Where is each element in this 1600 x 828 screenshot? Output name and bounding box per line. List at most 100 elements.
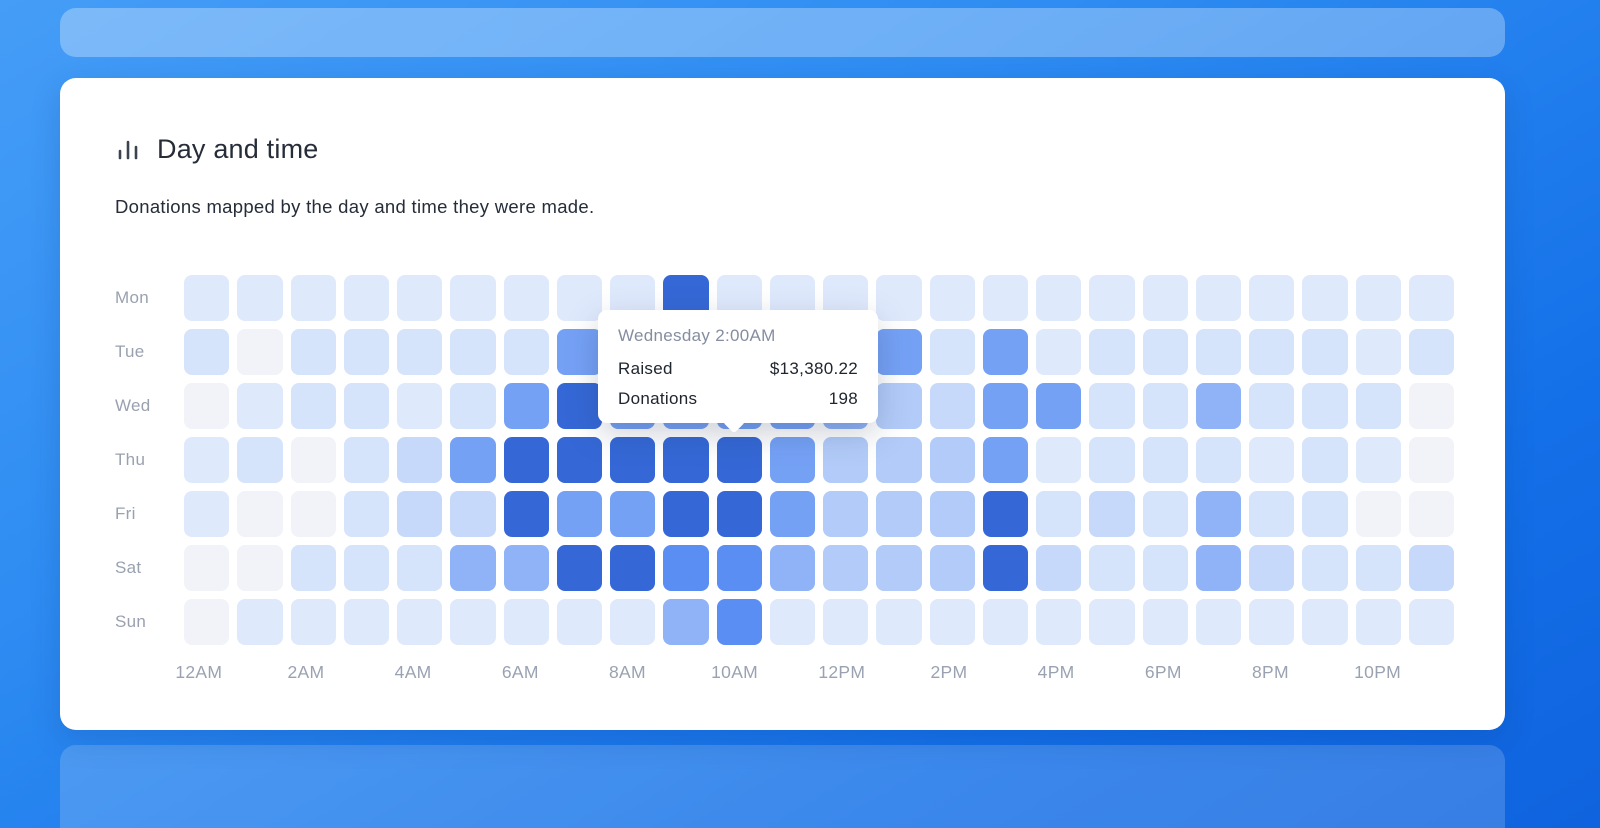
heatmap-cell-wed-h18[interactable] <box>1142 383 1188 429</box>
heatmap-cell-sat-h20[interactable] <box>1249 545 1295 591</box>
heatmap-cell-sun-h13[interactable] <box>876 599 922 645</box>
heatmap-cell-sat-h12[interactable] <box>823 545 869 591</box>
heatmap-cell-thu-h20[interactable] <box>1249 437 1295 483</box>
heatmap-cell-sun-h23[interactable] <box>1408 599 1454 645</box>
heatmap-cell-fri-h18[interactable] <box>1142 491 1188 537</box>
heatmap-cell-fri-h9[interactable] <box>663 491 709 537</box>
heatmap-cell-mon-h16[interactable] <box>1036 275 1082 321</box>
heatmap-cell-thu-h1[interactable] <box>237 437 283 483</box>
heatmap-cell-wed-h22[interactable] <box>1355 383 1401 429</box>
heatmap-cell-fri-h7[interactable] <box>556 491 602 537</box>
heatmap-cell-sun-h12[interactable] <box>823 599 869 645</box>
heatmap-cell-wed-h15[interactable] <box>982 383 1028 429</box>
heatmap-cell-tue-h7[interactable] <box>556 329 602 375</box>
heatmap-cell-sat-h16[interactable] <box>1036 545 1082 591</box>
heatmap-cell-thu-h4[interactable] <box>397 437 443 483</box>
heatmap-cell-tue-h0[interactable] <box>184 329 230 375</box>
heatmap-cell-thu-h2[interactable] <box>290 437 336 483</box>
heatmap-cell-sun-h17[interactable] <box>1089 599 1135 645</box>
heatmap-cell-thu-h23[interactable] <box>1408 437 1454 483</box>
heatmap-cell-thu-h3[interactable] <box>343 437 389 483</box>
heatmap-cell-sun-h14[interactable] <box>929 599 975 645</box>
heatmap-cell-wed-h23[interactable] <box>1408 383 1454 429</box>
heatmap-cell-thu-h11[interactable] <box>769 437 815 483</box>
heatmap-cell-fri-h12[interactable] <box>823 491 869 537</box>
heatmap-cell-sat-h4[interactable] <box>397 545 443 591</box>
heatmap-cell-wed-h16[interactable] <box>1036 383 1082 429</box>
heatmap-cell-fri-h17[interactable] <box>1089 491 1135 537</box>
heatmap-cell-sun-h5[interactable] <box>450 599 496 645</box>
heatmap-cell-thu-h5[interactable] <box>450 437 496 483</box>
heatmap-cell-mon-h21[interactable] <box>1302 275 1348 321</box>
heatmap-cell-mon-h20[interactable] <box>1249 275 1295 321</box>
heatmap-cell-fri-h8[interactable] <box>610 491 656 537</box>
heatmap-cell-mon-h22[interactable] <box>1355 275 1401 321</box>
heatmap-cell-tue-h6[interactable] <box>503 329 549 375</box>
heatmap-cell-wed-h13[interactable] <box>876 383 922 429</box>
heatmap-cell-sun-h8[interactable] <box>610 599 656 645</box>
heatmap-cell-thu-h8[interactable] <box>610 437 656 483</box>
heatmap-cell-sun-h22[interactable] <box>1355 599 1401 645</box>
heatmap-cell-sat-h3[interactable] <box>343 545 389 591</box>
heatmap-cell-tue-h23[interactable] <box>1408 329 1454 375</box>
heatmap-cell-mon-h4[interactable] <box>397 275 443 321</box>
heatmap-cell-sun-h2[interactable] <box>290 599 336 645</box>
heatmap-cell-wed-h0[interactable] <box>184 383 230 429</box>
heatmap-cell-fri-h14[interactable] <box>929 491 975 537</box>
heatmap-cell-tue-h18[interactable] <box>1142 329 1188 375</box>
heatmap-cell-sun-h4[interactable] <box>397 599 443 645</box>
heatmap-cell-wed-h1[interactable] <box>237 383 283 429</box>
heatmap-cell-fri-h1[interactable] <box>237 491 283 537</box>
heatmap-cell-sun-h19[interactable] <box>1195 599 1241 645</box>
heatmap-cell-sat-h23[interactable] <box>1408 545 1454 591</box>
heatmap-cell-mon-h1[interactable] <box>237 275 283 321</box>
heatmap-cell-sat-h18[interactable] <box>1142 545 1188 591</box>
heatmap-cell-wed-h6[interactable] <box>503 383 549 429</box>
heatmap-cell-tue-h5[interactable] <box>450 329 496 375</box>
heatmap-cell-tue-h15[interactable] <box>982 329 1028 375</box>
heatmap-cell-wed-h17[interactable] <box>1089 383 1135 429</box>
heatmap-cell-fri-h10[interactable] <box>716 491 762 537</box>
heatmap-cell-sun-h1[interactable] <box>237 599 283 645</box>
heatmap-cell-mon-h3[interactable] <box>343 275 389 321</box>
heatmap-cell-fri-h23[interactable] <box>1408 491 1454 537</box>
heatmap-cell-sun-h15[interactable] <box>982 599 1028 645</box>
heatmap-cell-thu-h6[interactable] <box>503 437 549 483</box>
heatmap-cell-wed-h20[interactable] <box>1249 383 1295 429</box>
heatmap-cell-sat-h8[interactable] <box>610 545 656 591</box>
heatmap-cell-sun-h16[interactable] <box>1036 599 1082 645</box>
heatmap-cell-tue-h4[interactable] <box>397 329 443 375</box>
heatmap-cell-thu-h12[interactable] <box>823 437 869 483</box>
heatmap-cell-wed-h4[interactable] <box>397 383 443 429</box>
heatmap-cell-mon-h0[interactable] <box>184 275 230 321</box>
heatmap-cell-fri-h3[interactable] <box>343 491 389 537</box>
heatmap-cell-sat-h11[interactable] <box>769 545 815 591</box>
heatmap-cell-sun-h6[interactable] <box>503 599 549 645</box>
heatmap-cell-mon-h7[interactable] <box>556 275 602 321</box>
heatmap-cell-wed-h14[interactable] <box>929 383 975 429</box>
heatmap-cell-sun-h18[interactable] <box>1142 599 1188 645</box>
heatmap-cell-fri-h19[interactable] <box>1195 491 1241 537</box>
heatmap-cell-wed-h7[interactable] <box>556 383 602 429</box>
heatmap-cell-sat-h13[interactable] <box>876 545 922 591</box>
heatmap-cell-thu-h18[interactable] <box>1142 437 1188 483</box>
heatmap-cell-fri-h21[interactable] <box>1302 491 1348 537</box>
heatmap-cell-sun-h10[interactable] <box>716 599 762 645</box>
heatmap-cell-mon-h5[interactable] <box>450 275 496 321</box>
heatmap-cell-sun-h11[interactable] <box>769 599 815 645</box>
heatmap-cell-sat-h22[interactable] <box>1355 545 1401 591</box>
heatmap-cell-fri-h15[interactable] <box>982 491 1028 537</box>
heatmap-cell-sat-h2[interactable] <box>290 545 336 591</box>
heatmap-cell-fri-h11[interactable] <box>769 491 815 537</box>
heatmap-cell-thu-h17[interactable] <box>1089 437 1135 483</box>
heatmap-cell-sun-h9[interactable] <box>663 599 709 645</box>
heatmap-cell-thu-h0[interactable] <box>184 437 230 483</box>
heatmap-cell-sat-h0[interactable] <box>184 545 230 591</box>
heatmap-cell-mon-h18[interactable] <box>1142 275 1188 321</box>
heatmap-cell-thu-h16[interactable] <box>1036 437 1082 483</box>
heatmap-cell-thu-h14[interactable] <box>929 437 975 483</box>
heatmap-cell-wed-h19[interactable] <box>1195 383 1241 429</box>
heatmap-cell-wed-h21[interactable] <box>1302 383 1348 429</box>
heatmap-cell-sun-h21[interactable] <box>1302 599 1348 645</box>
heatmap-cell-wed-h2[interactable] <box>290 383 336 429</box>
